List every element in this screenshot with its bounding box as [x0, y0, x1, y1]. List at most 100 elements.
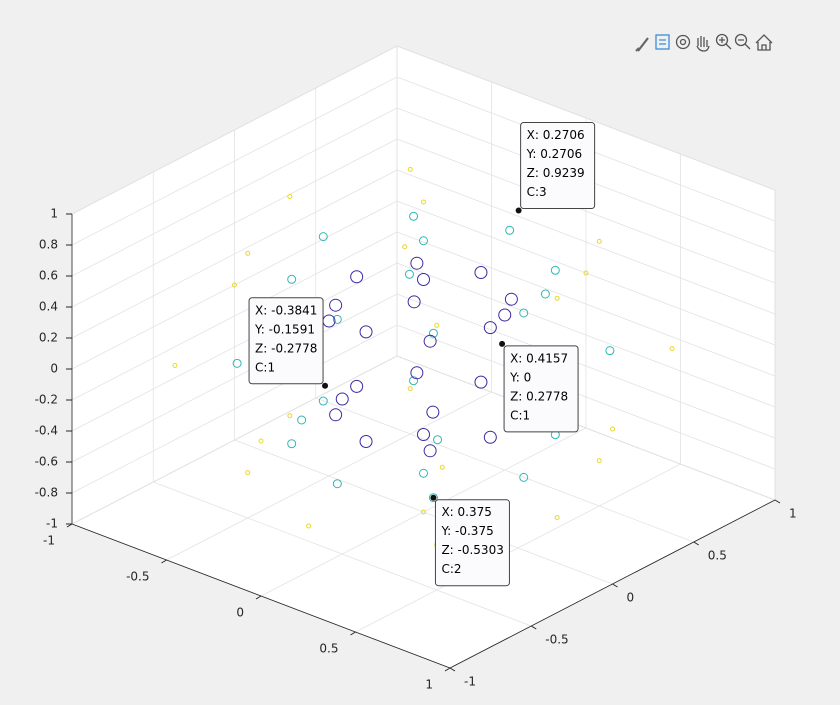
point [332, 314, 342, 324]
point [335, 392, 349, 406]
brush-button[interactable] [635, 37, 649, 52]
point [421, 509, 426, 515]
home-button[interactable] [755, 34, 773, 51]
point [423, 444, 437, 458]
point [332, 479, 342, 489]
point [350, 379, 364, 393]
point [540, 289, 550, 299]
point [519, 472, 529, 482]
point [245, 470, 251, 476]
z-tick-label: -0.4 [35, 424, 58, 438]
point [359, 325, 373, 339]
point [318, 232, 328, 242]
point [410, 366, 424, 380]
zoom-out-button[interactable] [734, 33, 751, 50]
point [428, 328, 438, 338]
datatip-label: C:2 [441, 562, 461, 576]
y-tick [612, 583, 618, 588]
point [605, 346, 615, 356]
point [359, 435, 373, 449]
datatip-marker [515, 207, 522, 214]
point [550, 265, 560, 275]
datatip-label: Z: 0.2778 [510, 389, 568, 403]
datatip-button[interactable] [655, 34, 670, 50]
point [232, 358, 242, 368]
point [287, 439, 297, 449]
grid-line [153, 481, 532, 627]
point [407, 166, 413, 172]
point [245, 250, 251, 256]
point [329, 298, 343, 312]
point [232, 282, 237, 288]
point [287, 193, 293, 199]
datatip-marker [322, 382, 329, 389]
z-tick-label: 0.6 [39, 269, 58, 283]
point [306, 523, 312, 529]
point [554, 515, 560, 521]
x-tick [444, 667, 451, 672]
grid-line [396, 355, 776, 501]
datatip-label: Y: -0.375 [440, 524, 493, 538]
point [483, 430, 497, 444]
point [329, 408, 343, 422]
x-tick [161, 559, 167, 564]
datatip-label: X: 0.375 [441, 505, 491, 519]
z-tick-label: 0.4 [39, 300, 58, 314]
point [350, 270, 364, 284]
datatip-box [434, 499, 510, 587]
datatip-label: X: 0.4157 [510, 351, 568, 365]
point [402, 244, 408, 250]
datatip: X: 0.375 Y: -0.375 Z: -0.5303 C:2 [430, 494, 510, 587]
point [409, 211, 419, 221]
point [407, 295, 421, 309]
point [428, 493, 438, 503]
point [423, 334, 437, 348]
point [409, 376, 419, 386]
point [287, 274, 297, 284]
axes-panes [71, 45, 776, 669]
datatips: X: 0.2706 Y: 0.2706 Z: 0.9239 C:3 X: -0.3841… [248, 122, 596, 587]
z-tick-label: -0.8 [35, 486, 58, 500]
z-tick-label: -0.2 [35, 393, 58, 407]
y-tick [530, 625, 537, 630]
datatip-marker [499, 340, 506, 347]
y-tick-label: 0.5 [708, 549, 727, 563]
point [610, 426, 615, 432]
datatip: X: 0.2706 Y: 0.2706 Z: 0.9239 C:3 [515, 122, 596, 214]
z-tick-label: 0.2 [39, 331, 58, 345]
point [583, 270, 589, 276]
point [407, 386, 413, 392]
z-tick-label: 1 [50, 207, 58, 221]
zoom-in-button[interactable] [715, 33, 732, 50]
rotate-button[interactable] [675, 34, 691, 50]
point [439, 464, 445, 470]
datatip-label: C:1 [255, 360, 275, 374]
point [318, 396, 328, 406]
x-tick-label: -0.5 [126, 570, 149, 584]
z-tick-label: -0.6 [35, 455, 58, 469]
z-tick-label: 0 [50, 362, 58, 376]
x-tick-label: -1 [43, 534, 55, 548]
datatip-label: Y: -0.1591 [254, 322, 315, 336]
point [410, 256, 424, 270]
datatip-box [503, 345, 579, 433]
point [669, 346, 675, 352]
datatip-label: C:1 [510, 408, 530, 422]
datatip-box [520, 122, 596, 210]
y-tick [693, 541, 700, 546]
point [417, 428, 430, 441]
point [419, 468, 428, 478]
axis-line [71, 523, 451, 669]
y-tick [449, 667, 456, 672]
point [419, 236, 428, 246]
y-tick-label: -1 [464, 675, 476, 689]
y-tick-label: 1 [789, 507, 797, 521]
point [426, 405, 440, 419]
pan-button[interactable] [696, 36, 710, 52]
point [554, 295, 560, 301]
x-tick-label: 1 [425, 678, 433, 692]
point [483, 321, 497, 335]
tick-labels: -1 -0.8 -0.6 -0.4 -0.2 0 0.2 0.4 0.6 0.8 1 -1 -0.5 0 0… [35, 207, 797, 692]
datatip: X: 0.4157 Y: 0 Z: 0.2778 C:1 [499, 340, 579, 433]
